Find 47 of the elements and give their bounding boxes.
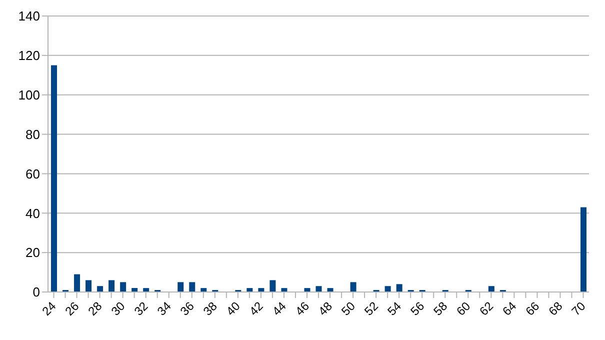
x-tick-label: 38 <box>200 298 220 318</box>
y-tick-label: 40 <box>26 206 40 221</box>
x-tick-label: 50 <box>338 298 358 318</box>
bar <box>488 286 494 292</box>
bar <box>97 286 104 292</box>
bar <box>74 274 80 292</box>
x-tick-label: 42 <box>246 298 266 318</box>
x-tick-label: 26 <box>62 298 82 318</box>
bar <box>51 65 57 292</box>
x-tick-label: 48 <box>316 298 336 318</box>
bar <box>108 280 115 292</box>
x-tick-label: 68 <box>546 298 566 318</box>
bar <box>350 282 356 292</box>
x-tick-label: 36 <box>177 298 198 318</box>
bar <box>189 282 196 292</box>
x-tick-label: 32 <box>131 298 152 318</box>
bar <box>86 280 92 292</box>
x-tick-label: 52 <box>362 298 382 318</box>
y-tick-label: 120 <box>18 48 40 64</box>
x-tick-label: 66 <box>522 298 542 318</box>
y-tick-label: 20 <box>26 245 40 260</box>
x-tick-label: 56 <box>408 298 428 318</box>
x-tick-label: 30 <box>108 298 128 318</box>
x-tick-label: 62 <box>476 298 496 318</box>
x-tick-label: 64 <box>500 298 520 318</box>
bar <box>396 284 402 292</box>
x-tick-label: 54 <box>384 298 404 318</box>
x-tick-label: 60 <box>454 298 474 318</box>
bar <box>384 286 391 292</box>
bar <box>580 207 586 292</box>
y-tick-label: 80 <box>26 126 40 142</box>
x-tick-label: 70 <box>568 298 588 318</box>
y-tick-label: 60 <box>26 166 40 182</box>
bar <box>270 280 276 292</box>
bar <box>316 286 322 292</box>
x-tick-label: 58 <box>430 298 450 318</box>
bar <box>120 282 126 292</box>
x-tick-label: 24 <box>39 298 59 318</box>
x-tick-label: 34 <box>154 298 174 318</box>
y-tick-label: 140 <box>18 8 40 24</box>
y-tick-label: 100 <box>18 87 40 102</box>
y-tick-label: 0 <box>32 284 40 300</box>
x-tick-label: 28 <box>85 298 105 318</box>
x-tick-label: 44 <box>270 298 290 318</box>
x-tick-label: 40 <box>224 298 244 318</box>
x-tick-label: 46 <box>292 298 312 318</box>
bar <box>178 282 184 292</box>
